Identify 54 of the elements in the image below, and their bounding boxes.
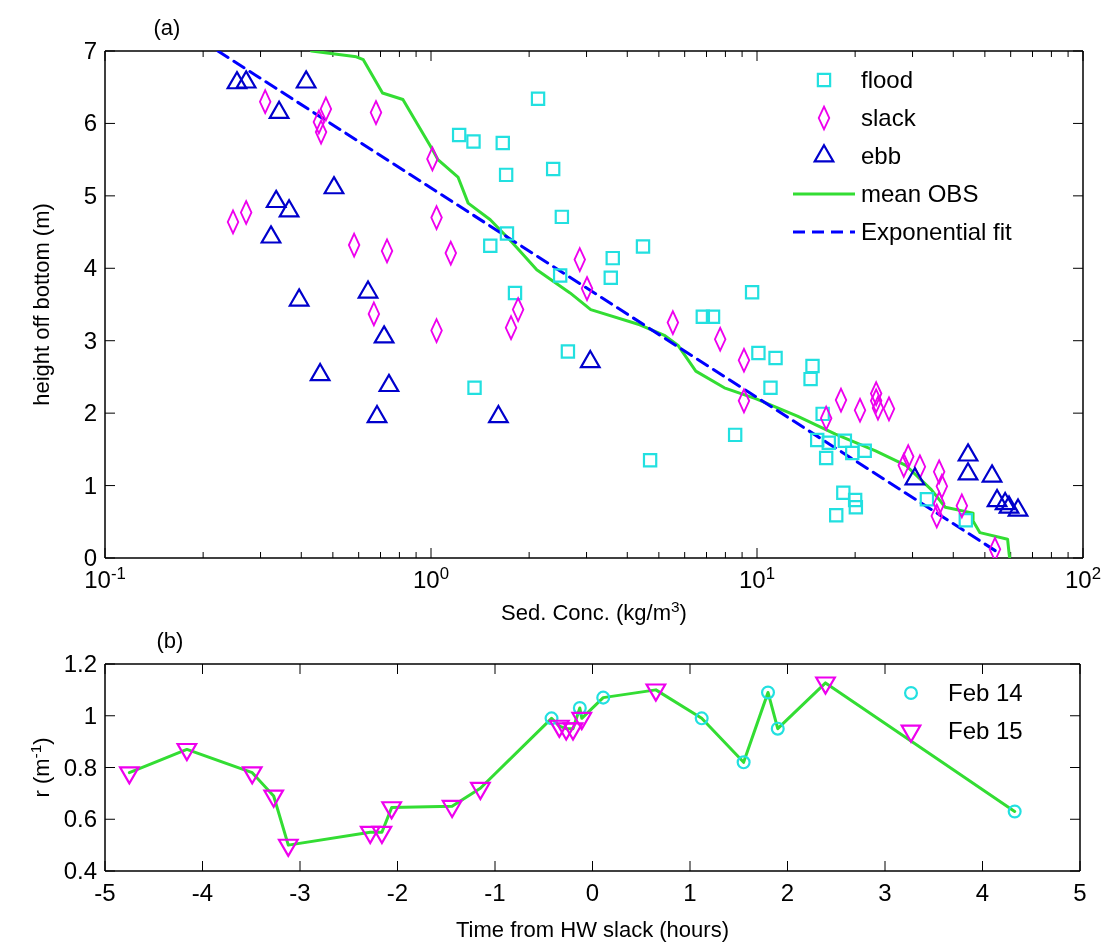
point bbox=[645, 683, 667, 702]
y-tick-label: 5 bbox=[83, 181, 97, 209]
x-tick-label: 5 bbox=[1073, 879, 1087, 906]
point bbox=[241, 766, 263, 785]
y-tick-label: 1 bbox=[83, 471, 97, 499]
x-tick-label: -2 bbox=[386, 879, 409, 906]
chart-title: (a) bbox=[153, 15, 181, 40]
y-tick-label: 1.2 bbox=[63, 650, 97, 677]
legend-label: slack bbox=[861, 104, 917, 131]
point bbox=[277, 838, 299, 857]
legend-label: flood bbox=[861, 66, 914, 93]
y-tick-label: 3 bbox=[83, 326, 97, 354]
y-axis-title: height off bottom (m) bbox=[29, 203, 54, 406]
point bbox=[371, 825, 393, 845]
point bbox=[815, 676, 836, 695]
point bbox=[548, 719, 570, 738]
point bbox=[555, 722, 577, 741]
x-axis-title: Time from HW slack (hours) bbox=[456, 917, 729, 942]
x-tick-label: 1 bbox=[683, 879, 697, 906]
point bbox=[359, 825, 381, 845]
x-axis-title: Sed. Conc. (kg/m$^{3}$) bbox=[501, 597, 687, 625]
x-tick-label: 4 bbox=[975, 879, 990, 906]
point bbox=[263, 789, 285, 808]
point bbox=[441, 799, 463, 819]
x-tick-label: 10$^{1}$ bbox=[738, 563, 776, 593]
x-tick-label: 10$^{2}$ bbox=[1064, 563, 1102, 593]
legend-label: Feb 14 bbox=[948, 679, 1023, 706]
x-tick-label: -3 bbox=[289, 879, 311, 906]
y-tick-label: 2 bbox=[83, 399, 97, 427]
x-tick-label: -1 bbox=[484, 879, 506, 906]
y-tick-label: 4 bbox=[83, 254, 97, 282]
x-tick-label: 3 bbox=[878, 879, 892, 906]
legend-label: Exponential fit bbox=[861, 218, 1013, 245]
chart-title: (b) bbox=[156, 628, 184, 653]
point bbox=[381, 801, 403, 820]
point bbox=[469, 781, 491, 801]
x-tick-label: -5 bbox=[94, 879, 116, 906]
x-tick-label: 10$^{0}$ bbox=[412, 563, 450, 593]
point bbox=[176, 742, 198, 762]
point bbox=[571, 711, 593, 731]
x-tick-label: 2 bbox=[780, 879, 795, 906]
legend-label: ebb bbox=[861, 142, 902, 169]
y-tick-label: 7 bbox=[83, 37, 97, 64]
y-tick-label: 6 bbox=[83, 109, 97, 137]
point bbox=[562, 722, 584, 741]
point bbox=[118, 766, 140, 785]
legend-label: mean OBS bbox=[861, 180, 979, 207]
x-tick-label: -4 bbox=[191, 879, 214, 906]
legend-label: Feb 15 bbox=[948, 717, 1023, 744]
y-tick-label: 0.4 bbox=[63, 857, 97, 884]
x-tick-label: 0 bbox=[585, 879, 600, 906]
y-tick-label: 0.8 bbox=[63, 753, 97, 781]
y-tick-label: 0.6 bbox=[63, 805, 97, 833]
y-tick-label: 1 bbox=[83, 701, 97, 729]
